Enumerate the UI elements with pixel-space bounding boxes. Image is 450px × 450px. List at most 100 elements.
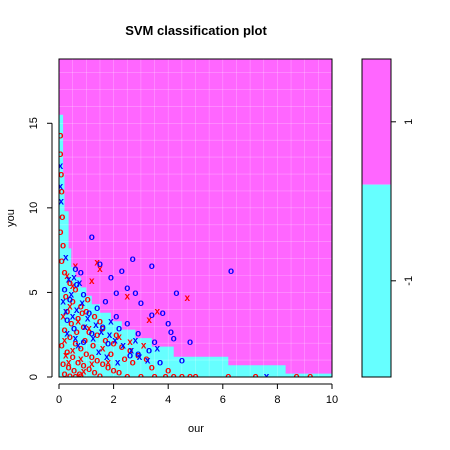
data-point: o bbox=[90, 340, 96, 351]
data-point: o bbox=[149, 362, 155, 373]
data-point: o bbox=[85, 295, 91, 306]
support-vector-point: x bbox=[100, 344, 106, 355]
data-point: o bbox=[60, 359, 66, 370]
support-vector-point: x bbox=[58, 181, 64, 192]
data-point: o bbox=[149, 310, 155, 321]
support-vector-point: x bbox=[129, 345, 135, 356]
data-point: o bbox=[61, 268, 67, 279]
legend-ticks: -1 1 bbox=[391, 119, 415, 286]
support-vector-point: x bbox=[115, 357, 121, 368]
data-point: o bbox=[97, 259, 103, 270]
data-point: o bbox=[74, 327, 80, 338]
data-point: o bbox=[67, 332, 73, 343]
data-point: o bbox=[127, 345, 133, 356]
data-point: o bbox=[75, 357, 81, 368]
data-point: o bbox=[61, 369, 67, 380]
data-point: o bbox=[59, 256, 65, 267]
x-axis-label: our bbox=[188, 423, 204, 435]
support-vector-point: x bbox=[63, 351, 69, 362]
support-vector-point: x bbox=[66, 274, 72, 285]
data-point: o bbox=[171, 372, 177, 383]
data-point: o bbox=[79, 308, 85, 319]
data-point: o bbox=[71, 366, 77, 377]
support-vector-point: x bbox=[86, 323, 92, 334]
support-vector-point: x bbox=[133, 335, 139, 346]
data-point: o bbox=[100, 322, 106, 333]
data-point: o bbox=[157, 357, 163, 368]
data-point: o bbox=[72, 264, 78, 275]
data-point: o bbox=[100, 323, 106, 334]
data-point: o bbox=[81, 322, 87, 333]
data-point: o bbox=[100, 359, 106, 370]
data-point: o bbox=[165, 366, 171, 377]
support-vector-point: x bbox=[97, 264, 103, 275]
data-point: o bbox=[138, 298, 144, 309]
support-vector-point: x bbox=[75, 340, 81, 351]
y-tick-label: 0 bbox=[28, 374, 40, 380]
data-point: o bbox=[78, 302, 84, 313]
data-point: o bbox=[108, 273, 114, 284]
support-vector-point: x bbox=[185, 293, 191, 304]
class-legend: -1 1 bbox=[361, 58, 415, 378]
data-point: o bbox=[121, 354, 127, 365]
support-vector-point: x bbox=[58, 161, 64, 172]
support-vector-point: x bbox=[64, 329, 70, 340]
data-point: o bbox=[113, 330, 119, 341]
data-point: o bbox=[113, 312, 119, 323]
data-point: o bbox=[57, 227, 63, 238]
data-point: o bbox=[113, 288, 119, 299]
grid-lines bbox=[59, 59, 332, 377]
data-point: o bbox=[81, 361, 87, 372]
support-vector-point: x bbox=[108, 317, 114, 328]
support-vector-point: x bbox=[125, 291, 131, 302]
data-point: o bbox=[253, 372, 259, 383]
support-vector-point: x bbox=[73, 334, 79, 345]
data-point: o bbox=[132, 288, 138, 299]
data-point: o bbox=[124, 372, 130, 383]
data-point: o bbox=[91, 367, 97, 378]
support-vector-point: x bbox=[60, 296, 66, 307]
data-point: o bbox=[68, 318, 74, 329]
support-vector-point: x bbox=[89, 276, 95, 287]
x-tick-label: 0 bbox=[56, 394, 62, 406]
support-vector-point: x bbox=[146, 315, 152, 326]
data-point: o bbox=[135, 351, 141, 362]
support-vector-point: x bbox=[112, 335, 118, 346]
data-point: o bbox=[74, 280, 80, 291]
data-point: o bbox=[59, 340, 65, 351]
data-point: o bbox=[130, 254, 136, 265]
plot-frame bbox=[58, 58, 333, 378]
data-point: o bbox=[111, 366, 117, 377]
data-point: o bbox=[94, 330, 100, 341]
data-point: o bbox=[82, 335, 88, 346]
support-vector-point: x bbox=[105, 357, 111, 368]
x-tick-label: 8 bbox=[274, 394, 280, 406]
data-point: o bbox=[97, 371, 103, 382]
x-tick-label: 2 bbox=[111, 394, 117, 406]
data-point: o bbox=[165, 318, 171, 329]
data-point: o bbox=[86, 327, 92, 338]
data-point: o bbox=[64, 307, 70, 318]
data-point: o bbox=[57, 131, 63, 142]
data-point: o bbox=[116, 367, 122, 378]
data-point: o bbox=[108, 349, 114, 360]
data-point: o bbox=[293, 372, 299, 383]
data-point: o bbox=[91, 312, 97, 323]
legend-label: -1 bbox=[403, 276, 415, 286]
data-point: o bbox=[225, 372, 231, 383]
support-vector-point: x bbox=[74, 305, 80, 316]
data-point: o bbox=[135, 349, 141, 360]
data-point: o bbox=[59, 186, 65, 197]
y-tick-label: 15 bbox=[28, 117, 40, 129]
support-vector-point: x bbox=[58, 197, 64, 208]
data-point: o bbox=[78, 371, 84, 382]
data-point: o bbox=[116, 323, 122, 334]
data-point: o bbox=[66, 362, 72, 373]
data-point: o bbox=[102, 296, 108, 307]
data-point: o bbox=[119, 342, 125, 353]
support-vector-point: x bbox=[81, 367, 87, 378]
support-vector-point: x bbox=[63, 252, 69, 263]
data-point: o bbox=[152, 372, 158, 383]
